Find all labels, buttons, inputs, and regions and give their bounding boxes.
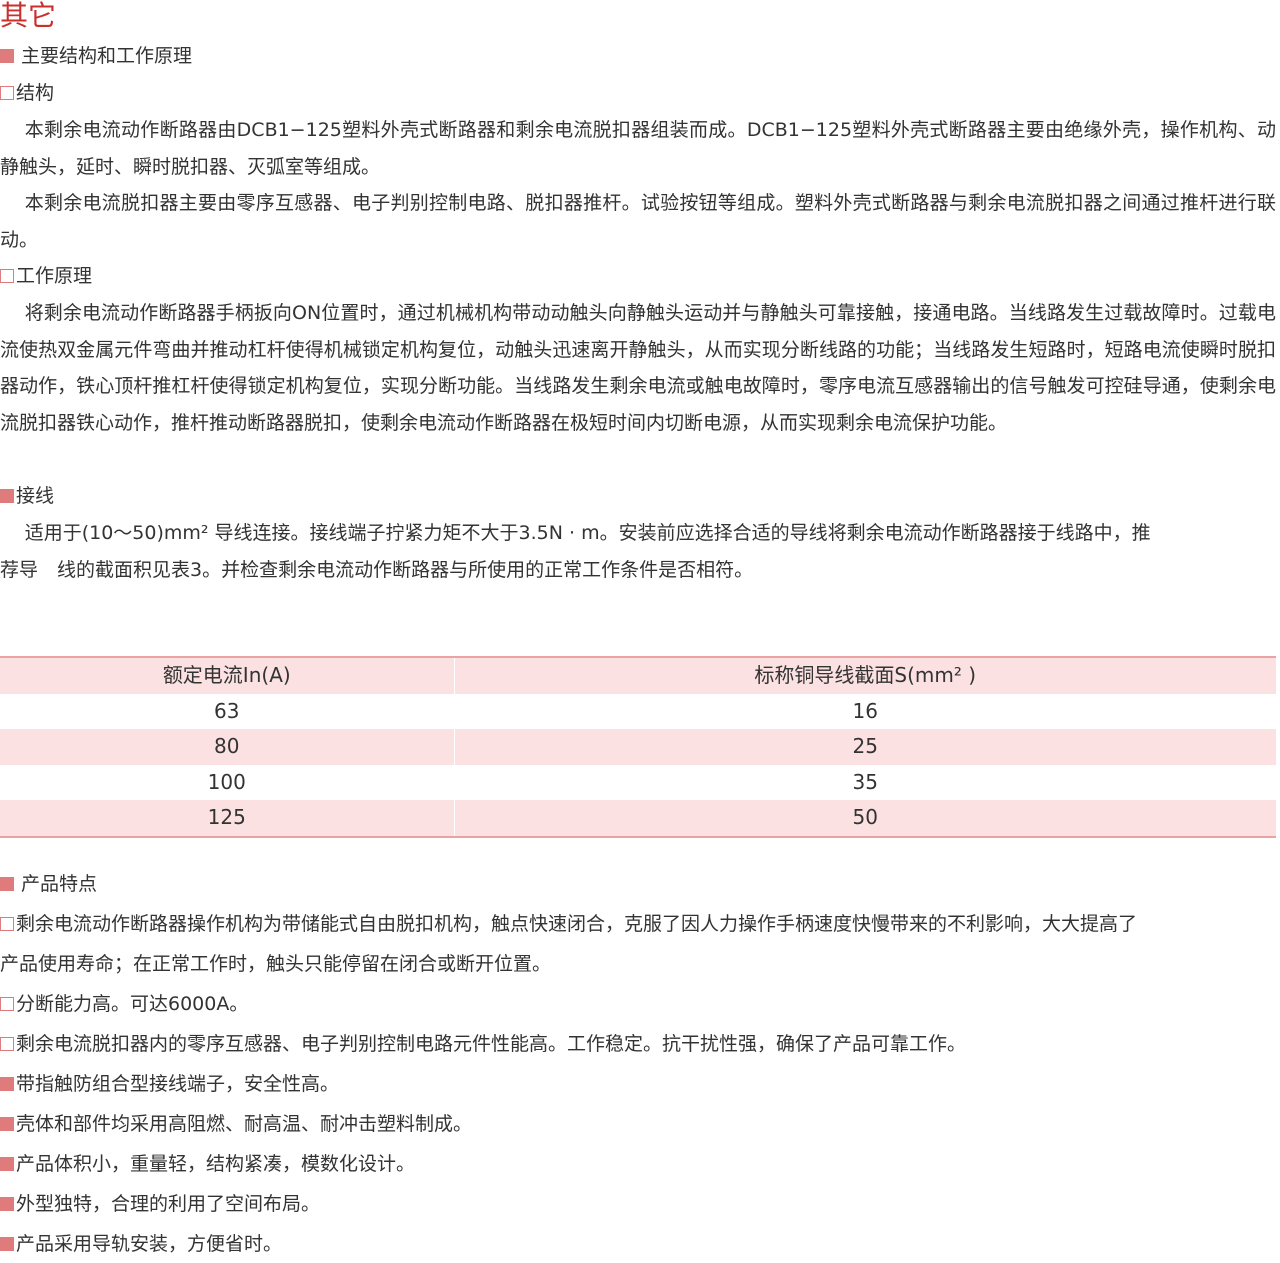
structure-paragraph-2: 本剩余电流脱扣器主要由零序互感器、电子判别控制电路、脱扣器推杆。试验按钮等组成。… [0, 192, 1276, 251]
section-heading-structure-principle: 主要结构和工作原理 [0, 38, 1278, 75]
feature-item-continuation: 产品使用寿命；在正常工作时，触头只能停留在闭合或断开位置。 [0, 953, 552, 975]
feature-text: 产品体积小，重量轻，结构紧凑，模数化设计。 [16, 1153, 416, 1175]
subheading-structure: 结构 [0, 75, 1278, 112]
features-heading-text: 产品特点 [21, 873, 98, 895]
feature-item: 剩余电流脱扣器内的零序互感器、电子判别控制电路元件性能高。工作稳定。抗干扰性强，… [0, 1026, 1278, 1063]
filled-square-icon [0, 1117, 14, 1131]
feature-text: 壳体和部件均采用高阻燃、耐高温、耐冲击塑料制成。 [16, 1113, 473, 1135]
table-cell: 125 [0, 800, 455, 837]
feature-text: 带指触防组合型接线端子，安全性高。 [16, 1073, 340, 1095]
table-row: 63 16 [0, 693, 1276, 729]
feature-item: 剩余电流动作断路器操作机构为带储能式自由脱扣机构，触点快速闭合，克服了因人力操作… [0, 906, 1278, 943]
filled-square-icon [0, 1077, 14, 1091]
table-row: 80 25 [0, 729, 1276, 765]
subheading-text: 结构 [16, 82, 55, 104]
feature-item: 分断能力高。可达6000A。 [0, 986, 1278, 1023]
feature-item: 带指触防组合型接线端子，安全性高。 [0, 1066, 1278, 1103]
feature-text: 外型独特，合理的利用了空间布局。 [16, 1193, 321, 1215]
features-heading: 产品特点 [0, 866, 1278, 903]
page-title: 其它 [0, 0, 57, 32]
wiring-line-1: 适用于(10～50)mm² 导线连接。接线端子拧紧力矩不大于3.5N · m。安… [24, 522, 1151, 544]
feature-item: 产品体积小，重量轻，结构紧凑，模数化设计。 [0, 1146, 1278, 1183]
table-cell: 50 [454, 800, 1276, 837]
table-header-cross-section: 标称铜导线截面S(mm² ) [454, 657, 1276, 694]
table-row: 125 50 [0, 800, 1276, 837]
subheading-wiring: 接线 [0, 478, 1278, 515]
feature-text: 分断能力高。可达6000A。 [16, 993, 249, 1015]
feature-item: 壳体和部件均采用高阻燃、耐高温、耐冲击塑料制成。 [0, 1106, 1278, 1143]
structure-paragraph-1: 本剩余电流动作断路器由DCB1−125塑料外壳式断路器和剩余电流脱扣器组装而成。… [0, 119, 1276, 178]
table-cell: 100 [0, 764, 455, 800]
open-square-icon [0, 269, 14, 283]
feature-text: 产品采用导轨安装，方便省时。 [16, 1233, 283, 1255]
feature-text: 剩余电流脱扣器内的零序互感器、电子判别控制电路元件性能高。工作稳定。抗干扰性强，… [16, 1033, 967, 1055]
open-square-icon [0, 917, 14, 931]
subheading-text: 工作原理 [16, 265, 93, 287]
subheading-text: 接线 [16, 485, 55, 507]
table-cell: 35 [852, 769, 878, 794]
wiring-line-2: 荐导 线的截面积见表3。并检查剩余电流动作断路器与所使用的正常工作条件是否相符。 [0, 559, 754, 581]
filled-square-icon [0, 1197, 14, 1211]
table-cell: 25 [454, 729, 1276, 765]
table-row: 100 35 [0, 764, 1276, 800]
open-square-icon [0, 86, 14, 100]
table-cell: 16 [852, 698, 878, 723]
filled-square-icon [0, 49, 14, 63]
filled-square-icon [0, 1157, 14, 1171]
table-cell: 63 [0, 693, 455, 729]
table-header-row: 额定电流In(A) 标称铜导线截面S(mm² ) [0, 657, 1276, 694]
open-square-icon [0, 1037, 14, 1051]
filled-square-icon [0, 877, 14, 891]
table-cell: 80 [0, 729, 455, 765]
feature-text: 剩余电流动作断路器操作机构为带储能式自由脱扣机构，触点快速闭合，克服了因人力操作… [16, 913, 1138, 935]
table-header-current: 额定电流In(A) [0, 657, 455, 694]
feature-item: 外型独特，合理的利用了空间布局。 [0, 1186, 1278, 1223]
subheading-principle: 工作原理 [0, 258, 1278, 295]
feature-item: 产品采用导轨安装，方便省时。 [0, 1226, 1278, 1263]
filled-square-icon [0, 489, 14, 503]
principle-paragraph: 将剩余电流动作断路器手柄扳向ON位置时，通过机械机构带动动触头向静触头运动并与静… [0, 302, 1276, 434]
section-heading-text: 主要结构和工作原理 [21, 45, 193, 67]
wire-size-table: 额定电流In(A) 标称铜导线截面S(mm² ) 63 16 80 25 100… [0, 656, 1276, 838]
filled-square-icon [0, 1237, 14, 1251]
open-square-icon [0, 997, 14, 1011]
